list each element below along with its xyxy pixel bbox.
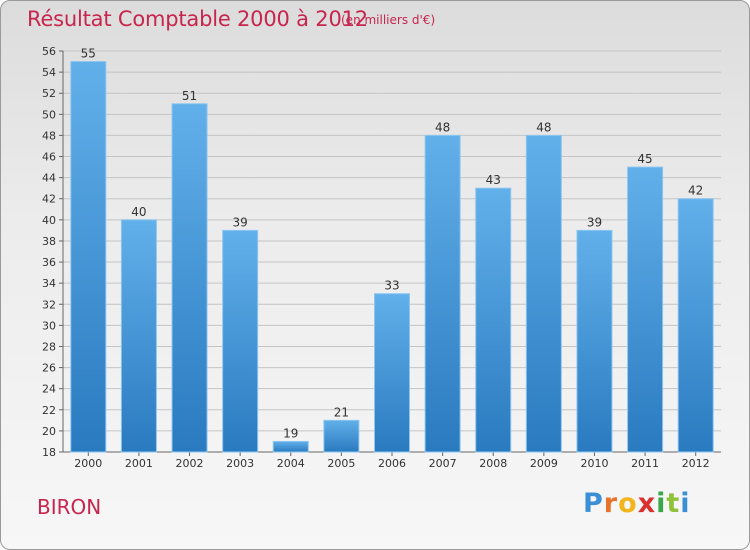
y-tick-label: 46 [42, 151, 56, 164]
data-label: 19 [283, 426, 298, 440]
x-tick-label: 2009 [530, 457, 558, 470]
place-name: BIRON [37, 495, 102, 519]
data-labels: 55 40 51 39 19 21 33 48 43 48 39 45 42 [81, 47, 704, 441]
data-label: 43 [486, 173, 501, 187]
y-tick-label: 34 [42, 277, 56, 290]
y-tick-label: 44 [42, 172, 56, 185]
y-tick-label: 22 [42, 404, 56, 417]
proxiti-logo[interactable]: Proxiti [583, 488, 691, 519]
x-tick-label: 2002 [176, 457, 204, 470]
y-tick-label: 18 [42, 446, 56, 459]
x-tick-label: 2011 [631, 457, 659, 470]
bar [576, 229, 613, 453]
logo-letter: x [637, 488, 657, 519]
data-label: 48 [536, 120, 551, 134]
y-tick-label: 52 [42, 87, 56, 100]
data-label: 48 [435, 120, 450, 134]
x-tick-labels: 2000 2001 2002 2003 2004 2005 2006 2007 2008 2009… [74, 457, 709, 470]
bar [627, 166, 664, 453]
x-tick-label: 2004 [277, 457, 305, 470]
y-tick-label: 36 [42, 256, 56, 269]
data-label: 42 [688, 184, 703, 198]
data-label: 55 [81, 47, 96, 61]
x-tick-label: 2003 [226, 457, 254, 470]
x-tick-label: 2008 [479, 457, 507, 470]
bar [222, 229, 259, 453]
data-label: 45 [637, 152, 652, 166]
data-label: 39 [233, 215, 248, 229]
y-tick-label: 54 [42, 66, 56, 79]
chart-subtitle: (en milliers d'€) [341, 13, 436, 27]
data-label: 39 [587, 215, 602, 229]
y-tick-label: 38 [42, 235, 56, 248]
logo-letter: r [603, 488, 619, 519]
y-tick-label: 50 [42, 108, 56, 121]
y-tick-label: 40 [42, 214, 56, 227]
logo-letter: o [618, 488, 638, 519]
data-label: 51 [182, 89, 197, 103]
y-tick-label: 24 [42, 383, 56, 396]
bar [120, 219, 157, 453]
y-tick-label: 28 [42, 340, 56, 353]
bar [70, 61, 107, 453]
y-tick-label: 30 [42, 319, 56, 332]
x-tick-label: 2012 [682, 457, 710, 470]
bar [525, 134, 562, 453]
y-tick-label: 48 [42, 129, 56, 142]
bar [171, 103, 208, 453]
y-tick-label: 32 [42, 298, 56, 311]
y-tick-label: 56 [42, 45, 56, 58]
bar [677, 198, 714, 453]
bar [424, 134, 461, 453]
bar [475, 187, 512, 453]
x-tick-label: 2007 [429, 457, 457, 470]
bars [70, 61, 714, 453]
x-tick-label: 2000 [74, 457, 102, 470]
y-tick-labels: 18 20 22 24 26 28 30 32 34 36 38 40 42 44 46 48 50 52 54 56 [42, 45, 56, 459]
chart-title: Résultat Comptable 2000 à 2012 [27, 7, 368, 31]
x-tick-label: 2001 [125, 457, 153, 470]
x-tick-label: 2006 [378, 457, 406, 470]
logo-letter: P [583, 488, 604, 519]
logo-letter: t [666, 488, 681, 519]
logo-letter: i [656, 488, 667, 519]
y-tick-label: 42 [42, 193, 56, 206]
logo-letter: i [680, 488, 691, 519]
data-label: 21 [334, 405, 349, 419]
data-label: 40 [131, 205, 146, 219]
bar [272, 440, 309, 453]
data-label: 33 [384, 279, 399, 293]
y-tick-label: 20 [42, 425, 56, 438]
bar [323, 419, 360, 453]
bar [374, 293, 410, 453]
x-tick-label: 2005 [327, 457, 355, 470]
x-tick-label: 2010 [580, 457, 608, 470]
y-tick-label: 26 [42, 362, 56, 375]
